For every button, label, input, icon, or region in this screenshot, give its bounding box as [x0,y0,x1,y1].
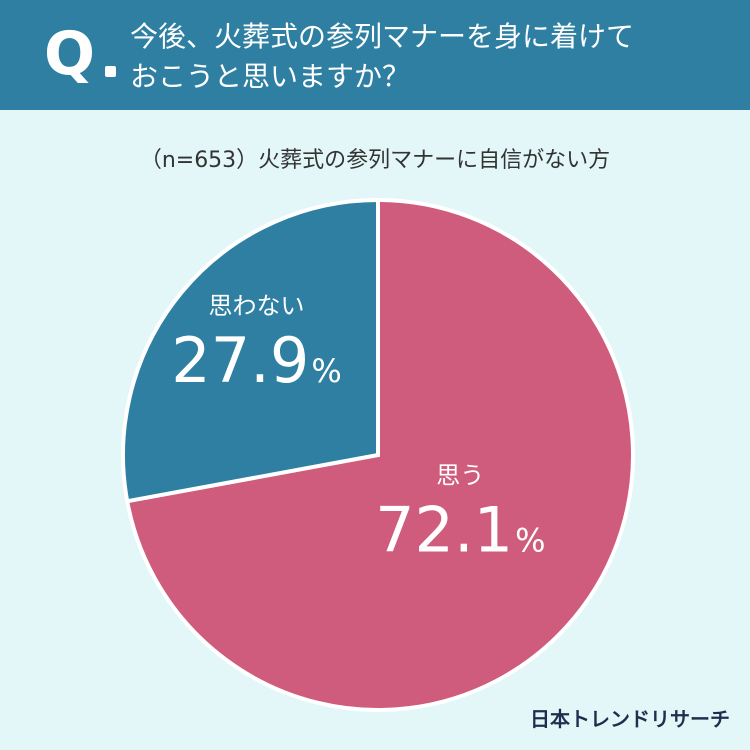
question-header: Q 今後、火葬式の参列マナーを身に着けて おこうと思いますか？ [0,0,750,110]
chart-subtitle: （n=653）火葬式の参列マナーに自信がない方 [139,148,611,173]
pie-slice-label: 思う [436,462,484,490]
question-mark-dot [105,66,116,77]
pie-slice-value: 72.1% [375,494,545,567]
pie-labels: 思う 72.1% 思わない 27.9% [171,292,545,567]
pie-slice-value: 27.9% [171,324,341,397]
pie-slices [121,197,635,712]
question-mark: Q [44,19,96,89]
pie-slice-no [121,197,380,504]
pie-slice-label: 思わない [208,292,304,320]
question-text-line2: おこうと思いますか？ [130,60,411,93]
question-text-line1: 今後、火葬式の参列マナーを身に着けて [130,20,635,53]
pie-slice-yes [124,197,635,712]
brand-logo: 日本トレンドリサーチ [530,707,730,731]
